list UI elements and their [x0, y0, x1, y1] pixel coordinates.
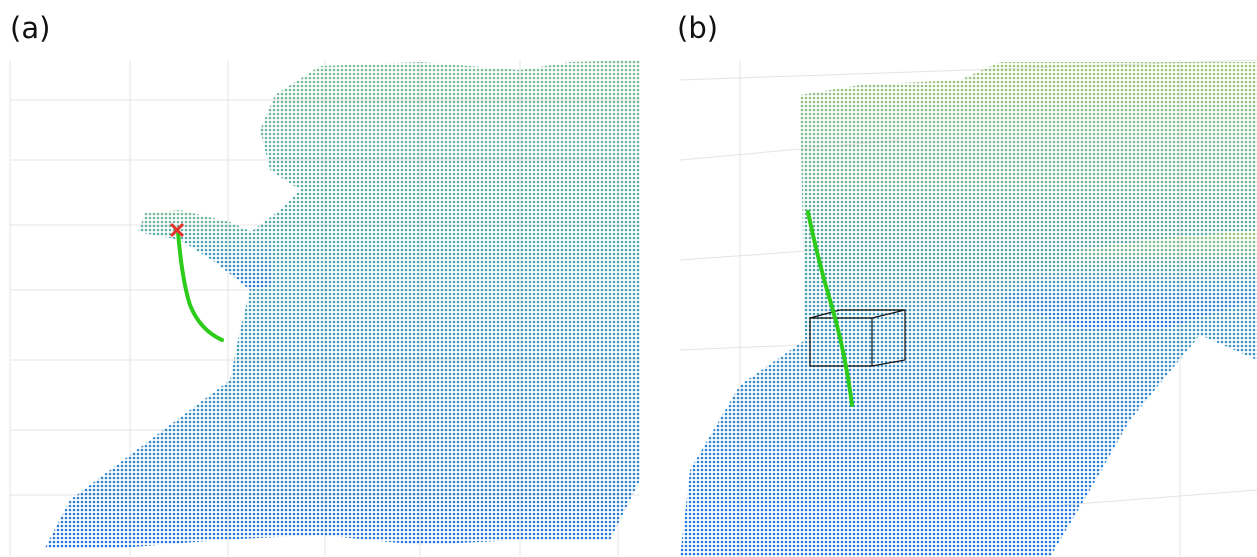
point-cloud	[45, 60, 640, 548]
panel-b	[680, 60, 1257, 557]
panel-a	[10, 60, 640, 557]
panel-label: (b)	[677, 11, 718, 45]
figure: (a) (b)	[0, 0, 1257, 557]
panel-label: (a)	[10, 11, 50, 45]
point-cloud	[680, 62, 1257, 557]
